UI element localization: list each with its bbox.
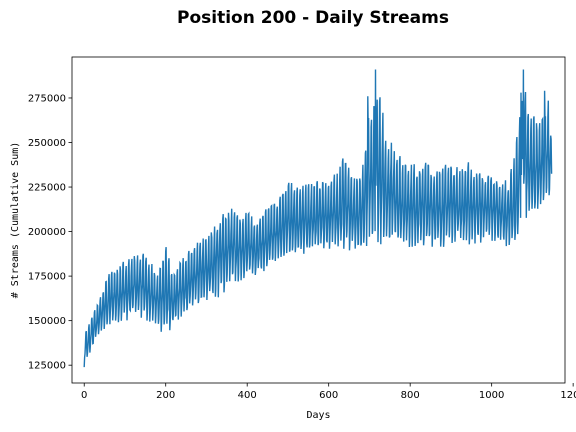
x-tick-label: 400 xyxy=(238,390,257,401)
y-tick-label: 250000 xyxy=(28,138,66,149)
x-axis-label: Days xyxy=(306,410,330,421)
x-tick-label: 800 xyxy=(401,390,420,401)
axes-frame xyxy=(71,56,566,384)
y-axis-label: # Streams (Cumulative Sum) xyxy=(10,142,21,299)
y-tick-label: 125000 xyxy=(28,361,66,372)
x-tick-label: 1000 xyxy=(479,390,504,401)
x-tick-label: 1200 xyxy=(560,390,576,401)
chart-title: Position 200 - Daily Streams xyxy=(177,8,449,28)
x-tick-label: 200 xyxy=(156,390,175,401)
y-tick-label: 275000 xyxy=(28,93,66,104)
x-tick-label: 0 xyxy=(81,390,87,401)
series-line xyxy=(83,69,553,368)
y-tick-label: 225000 xyxy=(28,183,66,194)
y-tick-label: 175000 xyxy=(28,272,66,283)
y-tick-label: 150000 xyxy=(28,316,66,327)
x-tick-label: 600 xyxy=(319,390,338,401)
y-tick-label: 200000 xyxy=(28,227,66,238)
